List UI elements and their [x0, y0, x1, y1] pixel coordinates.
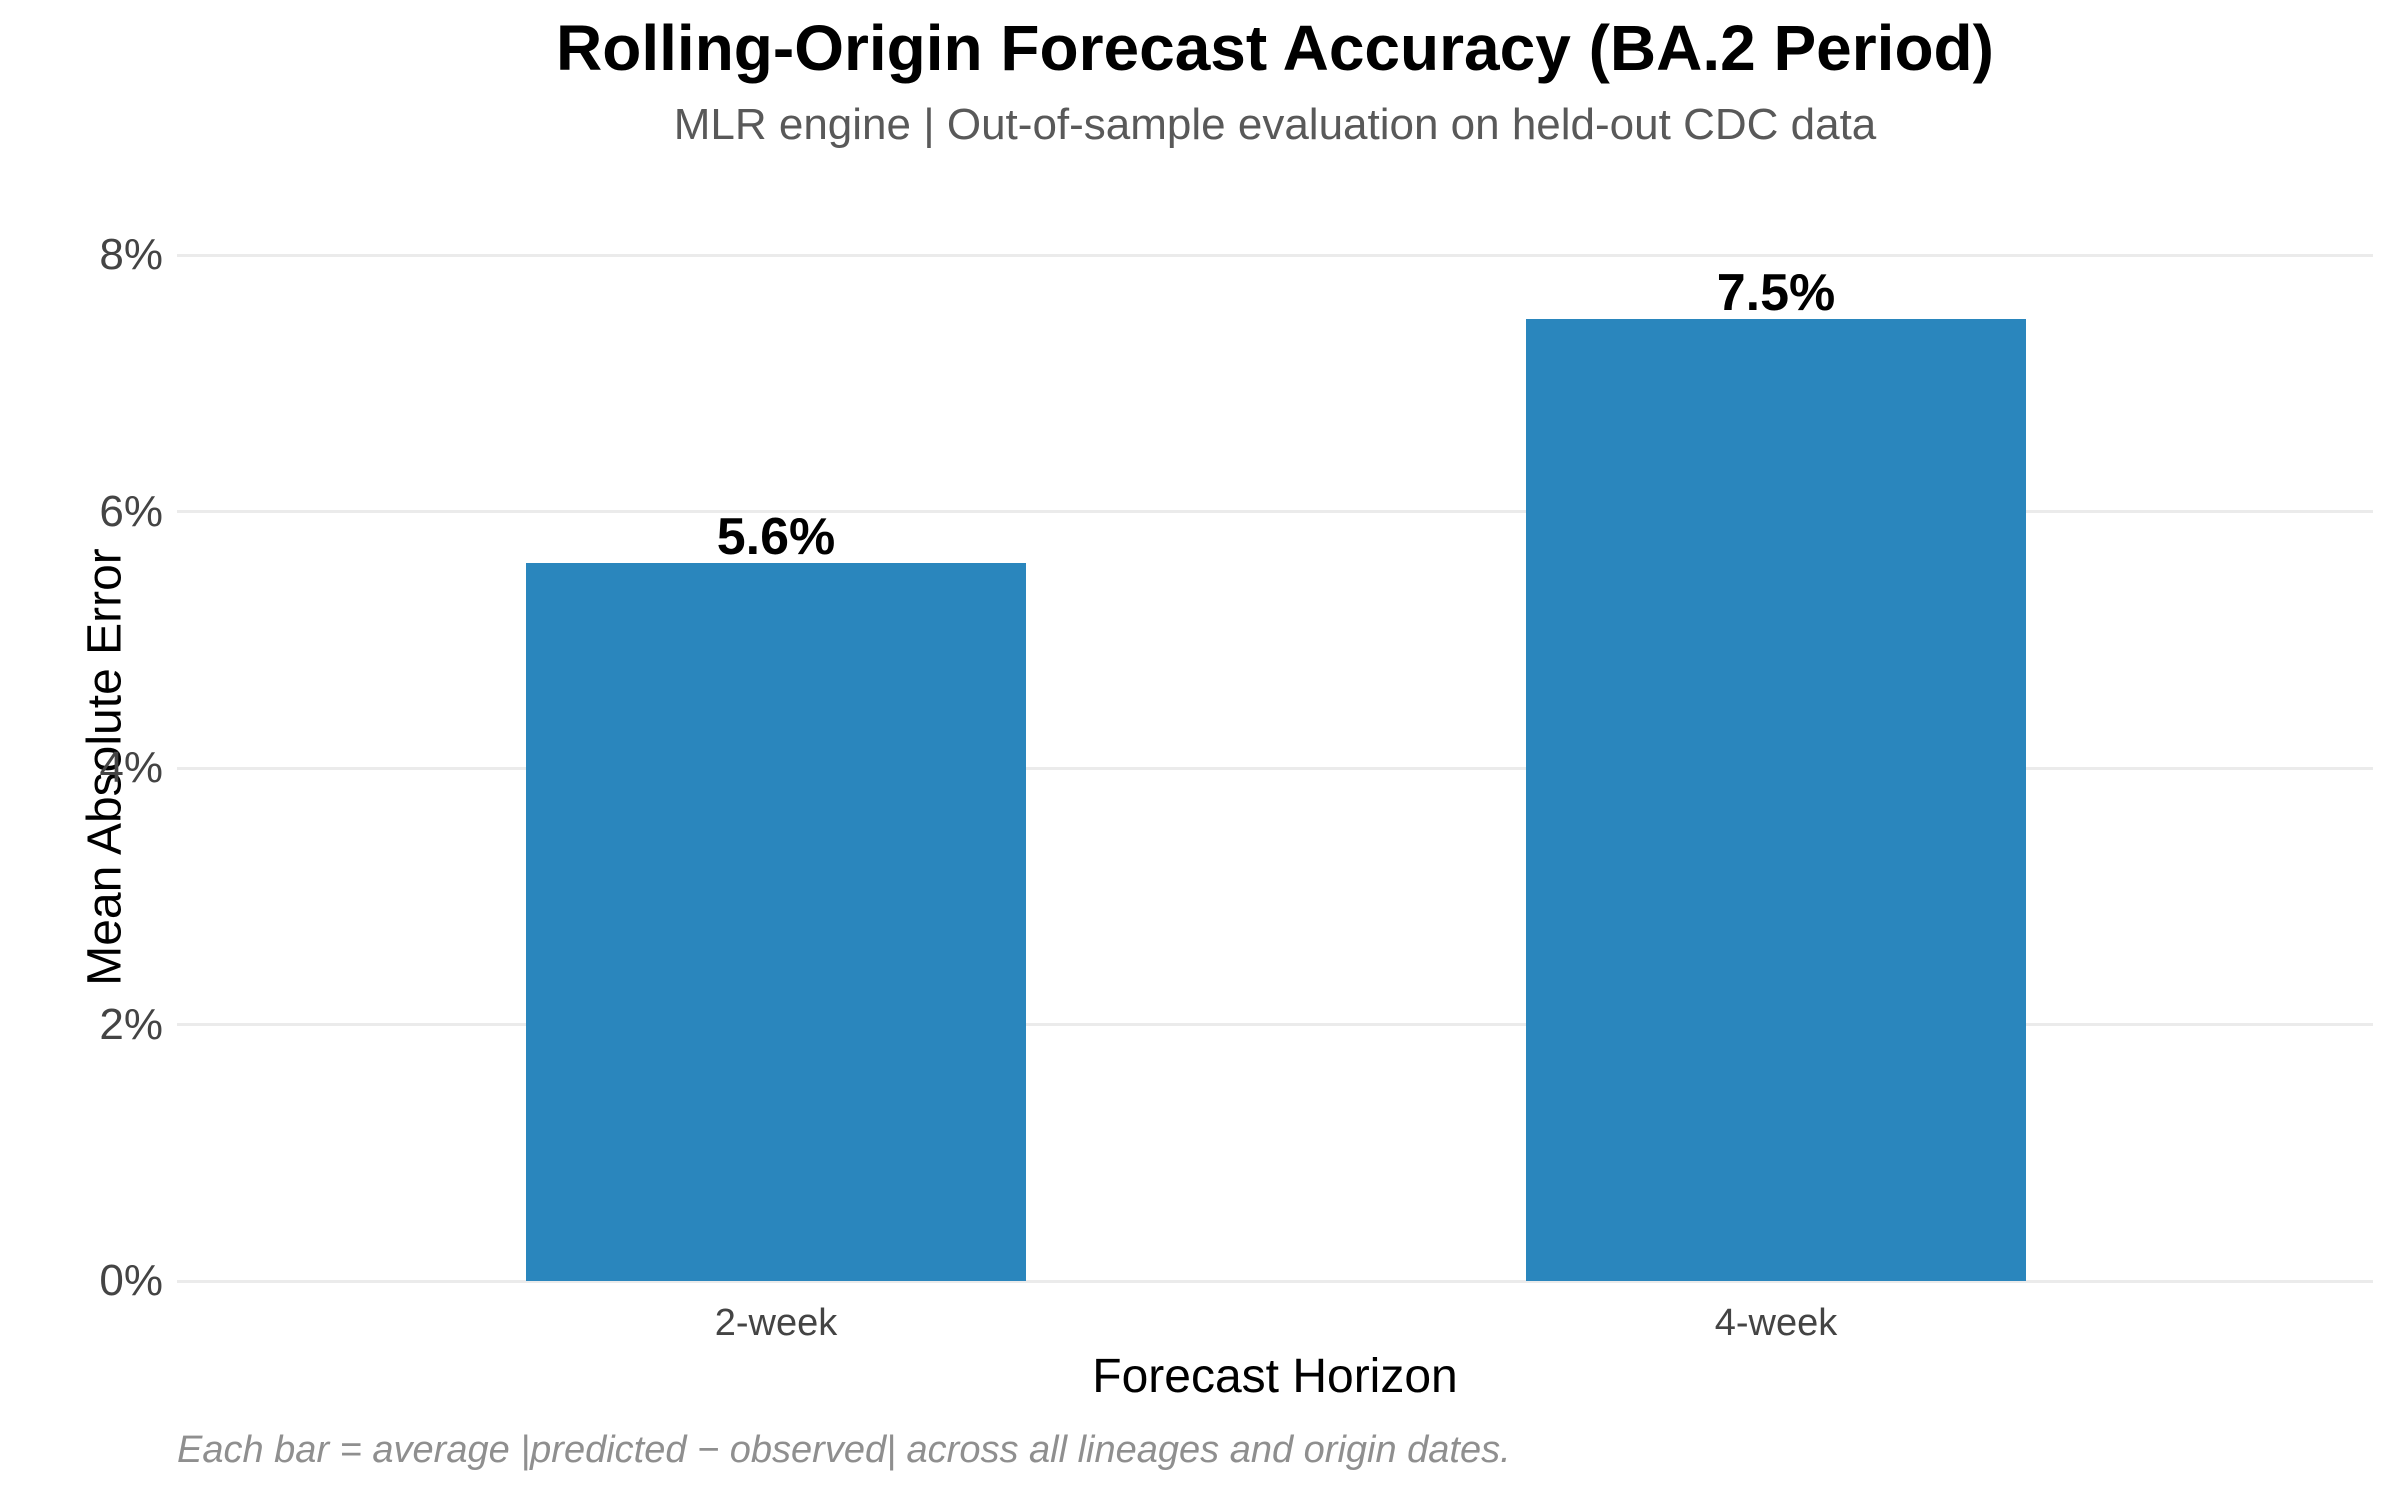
x-tick-label: 2-week — [714, 1302, 838, 1344]
plot-area: 5.6% 7.5% — [177, 253, 2373, 1283]
bar-value-label: 7.5% — [1716, 264, 1836, 323]
y-tick-label: 6% — [99, 486, 163, 536]
gridline — [177, 253, 2373, 257]
x-axis-title: Forecast Horizon — [1092, 1350, 1458, 1403]
bar — [526, 562, 1026, 1281]
chart-title: Rolling-Origin Forecast Accuracy (BA.2 P… — [556, 12, 1994, 84]
gridline — [177, 766, 2373, 770]
bar — [1526, 319, 2026, 1281]
gridline — [177, 1023, 2373, 1026]
y-tick-label: 2% — [99, 999, 163, 1049]
x-tick-label: 4-week — [1714, 1302, 1838, 1344]
chart-subtitle: MLR engine | Out-of-sample evaluation on… — [673, 100, 1877, 149]
y-tick-label: 4% — [99, 743, 163, 792]
chart-footnote: Each bar = average |predicted − observed… — [177, 1429, 1511, 1471]
y-tick-label: 8% — [99, 230, 163, 279]
bar-value-label: 5.6% — [716, 507, 836, 566]
gridline — [177, 510, 2373, 513]
y-tick-label: 0% — [99, 1256, 163, 1305]
gridline — [177, 1279, 2373, 1283]
